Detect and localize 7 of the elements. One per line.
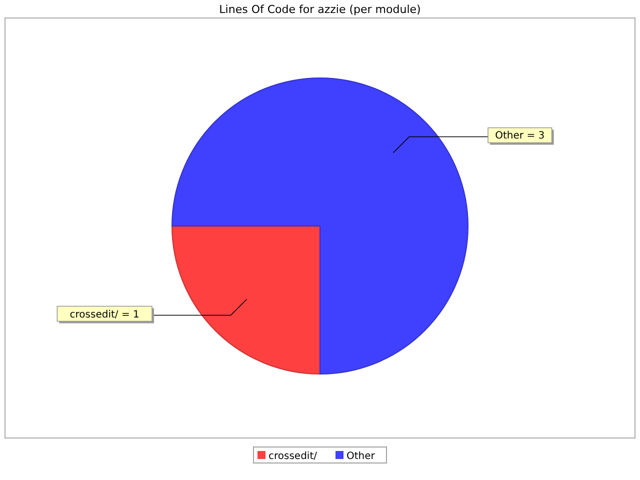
pie-slice [172,78,468,374]
legend-label: crossedit/ [268,451,318,462]
legend-label: Other [346,451,376,462]
chart-title: Lines Of Code for azzie (per module) [219,3,421,16]
data-label: crossedit/ = 1 [70,309,140,320]
pie-slice [172,226,320,374]
data-label: Other = 3 [495,130,545,142]
